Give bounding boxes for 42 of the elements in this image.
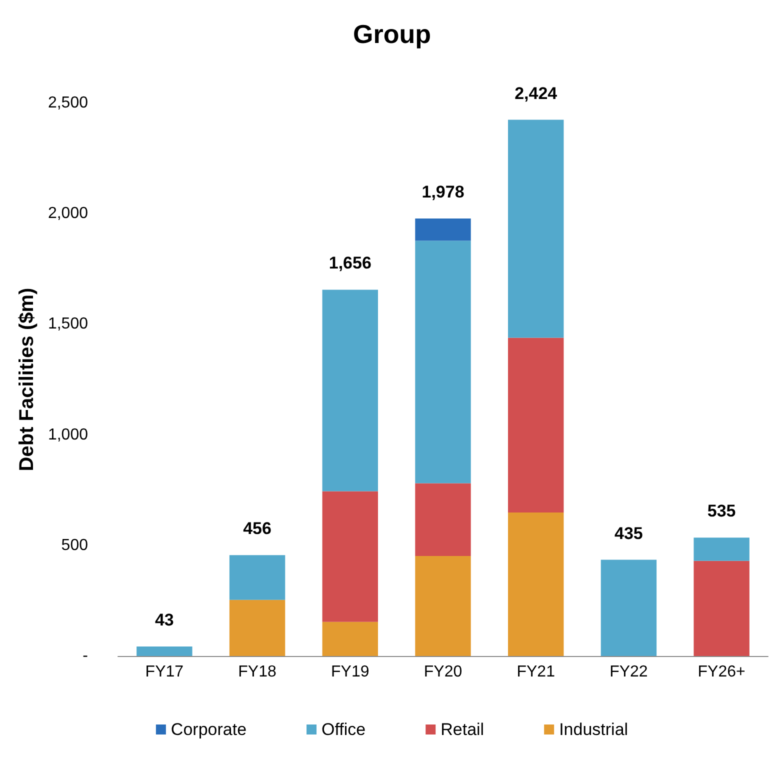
y-tick-label: - [82,648,88,664]
bar [694,560,750,656]
total-label: 535 [707,502,736,521]
bar [508,512,564,656]
total-label: 1,656 [328,254,372,273]
x-tick-label: FY20 [424,664,462,680]
y-tick-label: 1,500 [48,316,88,333]
bar [415,218,471,241]
bar [136,646,192,656]
bar [415,240,471,484]
bar [322,622,378,656]
x-tick-label: FY17 [145,664,184,680]
bar [229,600,286,656]
legend-label: Industrial [559,720,628,739]
bar [600,560,657,656]
x-tick-label: FY21 [516,664,556,680]
x-tick-label: FY19 [331,664,370,680]
y-tick-label: 500 [61,536,88,554]
total-label: 456 [243,519,272,538]
x-tick-label: FY26+ [698,664,746,680]
x-tick-label: FY22 [610,664,648,680]
legend-label: Corporate [170,720,247,739]
bar [415,556,471,656]
y-axis-title: Debt Facilities ($m) [16,288,38,472]
x-tick-label: FY18 [238,664,277,680]
bar [229,555,286,600]
y-tick-label: 1,000 [48,426,88,444]
y-tick-label: 2,500 [48,94,88,112]
y-tick-label: 2,000 [48,205,88,222]
bar [322,290,378,492]
bar [322,491,378,622]
legend-label: Office [322,720,366,739]
total-label: 435 [614,524,643,543]
bar [508,120,564,338]
bar [415,483,471,556]
legend-label: Retail [440,720,484,739]
total-label: 2,424 [514,84,558,103]
total-label: 1,978 [422,182,464,202]
total-label: 43 [154,610,174,630]
chart-title: Group [353,19,431,49]
bar [694,538,750,561]
bar [508,338,564,512]
